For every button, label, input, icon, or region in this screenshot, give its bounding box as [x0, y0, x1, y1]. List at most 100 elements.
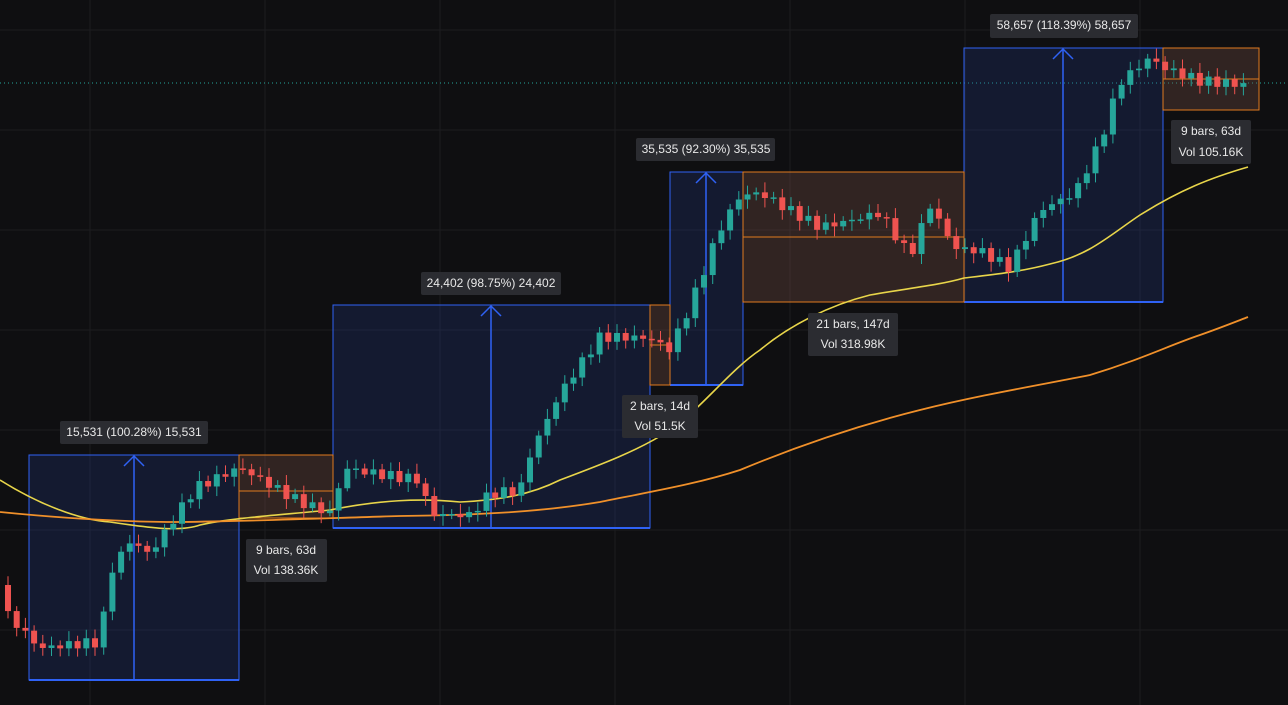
candle-body — [1127, 70, 1134, 85]
candle-body — [988, 248, 995, 262]
candle-body — [822, 222, 829, 230]
range-volume: Vol 138.36K — [254, 563, 319, 577]
candle-body — [779, 197, 786, 211]
candle-body — [353, 468, 359, 471]
candle-body — [692, 287, 699, 319]
candle-body — [161, 529, 168, 548]
candle-body — [527, 457, 533, 483]
candle-body — [231, 468, 238, 477]
measure-label-box — [421, 272, 561, 295]
candle-body — [1118, 84, 1125, 99]
candle-body — [962, 247, 968, 250]
candle-body — [1231, 79, 1238, 87]
range-volume: Vol 105.16K — [1179, 145, 1244, 159]
candle-body — [57, 645, 64, 649]
candle-body — [744, 194, 751, 200]
candle-body — [126, 543, 133, 552]
candle-body — [248, 469, 255, 476]
candle-body — [48, 645, 55, 648]
range-label-box — [808, 313, 898, 356]
candle-body — [996, 257, 1003, 262]
candle-body — [509, 487, 516, 496]
range-label-box — [1171, 120, 1251, 164]
candle-body — [344, 468, 351, 489]
candle-body — [866, 212, 873, 220]
candle-body — [709, 243, 716, 276]
candle-body — [622, 332, 629, 341]
candle-body — [1014, 249, 1021, 272]
candle-body — [788, 206, 794, 211]
candles — [5, 48, 1247, 657]
range-volume: Vol 51.5K — [634, 419, 685, 433]
measure-label: 24,402 (98.75%) 24,402 — [427, 276, 556, 290]
candle-body — [1188, 72, 1195, 79]
candle-body — [483, 492, 490, 511]
candle-body — [770, 197, 777, 199]
candle-body — [239, 468, 246, 470]
candle-body — [65, 641, 72, 649]
candle-body — [179, 502, 185, 524]
candle-body — [1214, 76, 1221, 87]
candle-body — [257, 475, 264, 477]
measure-label: 15,531 (100.28%) 15,531 — [66, 425, 202, 439]
ma-slow — [0, 316, 1249, 523]
candle-body — [396, 470, 403, 483]
candle-body — [466, 512, 473, 518]
candle-body — [544, 418, 551, 436]
candle-body — [170, 523, 177, 530]
candle-body — [213, 474, 220, 487]
candle-body — [901, 240, 908, 244]
candle-body — [448, 513, 455, 516]
candle-body — [292, 494, 299, 500]
candle-body — [935, 208, 942, 219]
candle-body — [1083, 173, 1090, 184]
candle-body — [648, 338, 655, 341]
candle-body — [1179, 68, 1186, 79]
candle-body — [1092, 146, 1099, 174]
candle-body — [205, 481, 212, 487]
candle-body — [1005, 257, 1012, 272]
candle-body — [1162, 61, 1169, 71]
candle-body — [474, 510, 481, 513]
candle-body — [1170, 68, 1177, 71]
candle-body — [135, 543, 142, 546]
candle-body — [370, 469, 377, 475]
candle-body — [152, 547, 159, 552]
candle-body — [300, 494, 307, 509]
candle-body — [753, 192, 760, 195]
candle-body — [883, 217, 890, 219]
candle-body — [535, 435, 542, 458]
candle-body — [970, 247, 977, 254]
candle-body — [614, 332, 620, 342]
measure-label-box — [60, 421, 208, 444]
range-bars: 2 bars, 14d — [630, 399, 690, 413]
range-label-box — [622, 395, 698, 438]
candle-body — [718, 230, 725, 244]
candle-body — [492, 492, 499, 498]
candle-body — [109, 572, 116, 612]
candle-body — [918, 223, 925, 255]
candle-body — [144, 545, 151, 552]
candle-body — [631, 335, 638, 341]
candle-body — [457, 513, 464, 518]
candle-body — [1075, 183, 1082, 199]
candle-body — [814, 215, 821, 230]
candle-body — [379, 469, 386, 480]
candle-body — [831, 222, 838, 227]
range-label-box — [246, 539, 327, 582]
candle-body — [1196, 72, 1203, 86]
range-volume: Vol 318.98K — [821, 337, 886, 351]
candle-body — [1153, 58, 1160, 62]
candle-body — [431, 495, 438, 517]
candle-body — [953, 236, 960, 250]
candle-body — [387, 470, 394, 480]
range-bars: 9 bars, 63d — [1181, 124, 1241, 138]
candle-body — [796, 206, 803, 221]
candle-body — [266, 476, 272, 488]
candle-body — [500, 487, 507, 498]
candle-body — [727, 209, 734, 231]
candle-body — [979, 248, 986, 254]
candle-body — [683, 318, 690, 329]
candle-body — [944, 218, 951, 237]
